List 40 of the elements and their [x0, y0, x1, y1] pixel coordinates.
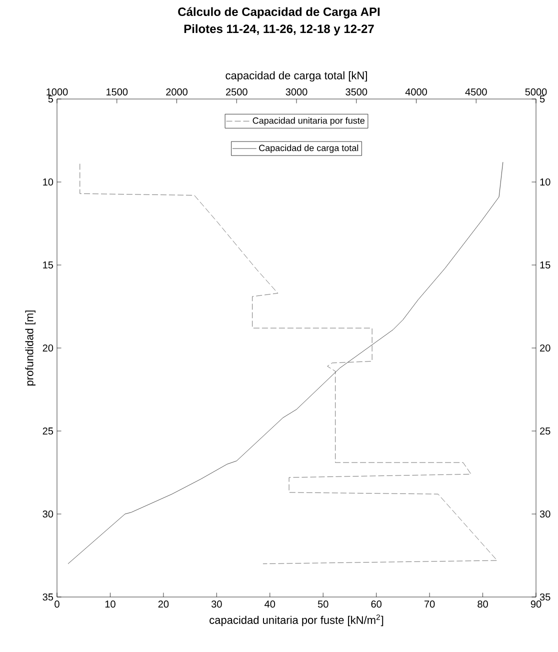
chart-subtitle: Pilotes 11-24, 11-26, 12-18 y 12-27 — [184, 24, 374, 36]
x2-tick-label: 3000 — [286, 88, 308, 96]
y-tick-label: 30 — [42, 510, 54, 518]
y-tick-label: 15 — [43, 262, 54, 268]
y-tick-label: 20 — [42, 344, 54, 352]
y-axis-title: profundidad [m] — [25, 310, 36, 386]
y-tick-label: 35 — [42, 593, 54, 601]
x2-tick-label: 1000 — [46, 88, 68, 96]
y-tick-label: 10 — [43, 178, 54, 186]
x-tick-label: 20 — [158, 600, 169, 608]
x2-axis-title: capacidad de carga total [kN] — [226, 71, 367, 82]
x-tick-label: 50 — [318, 600, 328, 608]
y2-tick-label: 30 — [540, 510, 550, 518]
x-tick-label: 40 — [264, 600, 276, 608]
x2-tick-label: 4000 — [405, 88, 427, 96]
x2-tick-label: 3500 — [346, 88, 368, 96]
x2-tick-label: 2500 — [226, 88, 248, 96]
legend-label: Capacidad unitaria por fuste — [252, 117, 365, 126]
legend-label: Capacidad de carga total — [259, 144, 358, 153]
y2-tick-label: 25 — [540, 427, 550, 435]
y2-tick-label: 10 — [540, 178, 550, 186]
x-tick-label: 90 — [530, 600, 542, 608]
y2-tick-label: 5 — [540, 96, 545, 102]
x-tick-label: 60 — [371, 600, 382, 608]
y2-tick-label: 20 — [540, 344, 550, 352]
x-tick-label: 0 — [54, 600, 60, 608]
x2-tick-label: 4500 — [465, 88, 487, 96]
y2-tick-label: 15 — [540, 262, 550, 268]
x-tick-label: 10 — [105, 600, 116, 608]
y-tick-label: 25 — [42, 427, 54, 435]
y2-tick-label: 35 — [540, 593, 550, 601]
x-axis-title: capacidad unitaria por fuste [kN/m$^{2}$] — [210, 614, 384, 626]
x2-tick-label: 5000 — [525, 88, 547, 96]
x-tick-label: 70 — [424, 600, 435, 608]
x2-tick-label: 2000 — [166, 88, 188, 96]
x-tick-label: 80 — [478, 600, 488, 608]
x-tick-label: 30 — [211, 600, 222, 608]
y-tick-label: 5 — [48, 96, 54, 102]
x2-tick-label: 1500 — [106, 88, 128, 96]
chart-title: Cálculo de Capacidad de Carga API — [178, 7, 380, 18]
